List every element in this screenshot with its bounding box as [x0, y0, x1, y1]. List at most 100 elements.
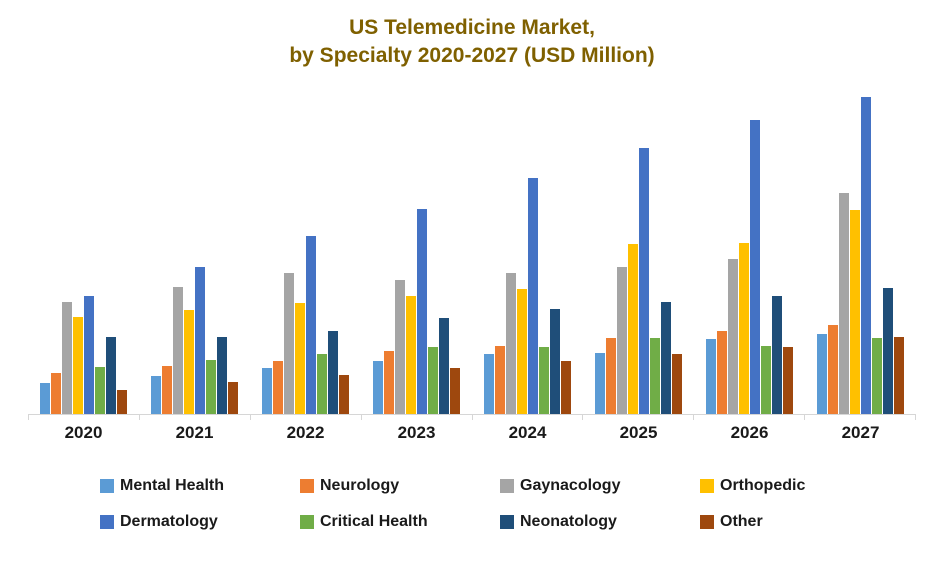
bar-orthopedic-2024	[517, 288, 527, 414]
bar-orthopedic-2023	[406, 295, 416, 414]
legend-item-mental-health: Mental Health	[72, 477, 272, 495]
bar-neurology-2021	[162, 366, 172, 414]
legend-swatch-critical-health	[300, 514, 314, 529]
x-axis-tick	[805, 414, 916, 420]
bar-neonatology-2023	[439, 317, 449, 414]
x-axis-label-2021: 2021	[175, 422, 214, 442]
x-axis-tick	[473, 414, 584, 420]
x-axis-label-2020: 2020	[64, 422, 103, 442]
bar-neurology-2022	[273, 361, 283, 414]
legend-swatch-orthopedic	[700, 478, 714, 493]
x-axis-tick	[140, 414, 251, 420]
bar-mental-health-2021	[151, 375, 161, 414]
legend-label-orthopedic: Orthopedic	[720, 476, 806, 494]
legend-label-neonatology: Neonatology	[520, 512, 617, 530]
legend-swatch-mental-health	[100, 478, 114, 493]
bar-gaynacology-2020	[62, 302, 72, 414]
bar-gaynacology-2025	[617, 266, 627, 414]
bar-group-2027	[817, 85, 904, 414]
x-axis-label-2022: 2022	[286, 422, 325, 442]
bar-orthopedic-2025	[628, 244, 638, 414]
bar-neonatology-2026	[772, 295, 782, 414]
bar-neurology-2026	[717, 331, 727, 414]
bar-gaynacology-2022	[284, 273, 294, 414]
bar-critical-health-2025	[650, 338, 660, 414]
bar-group-2025	[595, 85, 682, 414]
bar-dermatology-2020	[84, 295, 94, 414]
x-axis-label-2023: 2023	[397, 422, 436, 442]
legend-swatch-gaynacology	[500, 478, 514, 493]
bar-neonatology-2027	[883, 287, 893, 414]
bar-orthopedic-2027	[850, 210, 860, 414]
legend-item-gaynacology: Gaynacology	[472, 477, 672, 495]
bar-other-2022	[339, 374, 349, 414]
legend-label-other: Other	[720, 512, 763, 530]
bar-group-2023	[373, 85, 460, 414]
legend-item-other: Other	[672, 513, 872, 531]
bar-dermatology-2024	[528, 177, 538, 414]
chart-legend: Mental Health Neurology Gaynacology Orthope…	[24, 477, 920, 531]
legend-label-gaynacology: Gaynacology	[520, 476, 621, 494]
legend-item-neurology: Neurology	[272, 477, 472, 495]
bar-neurology-2020	[51, 373, 61, 414]
bar-critical-health-2022	[317, 353, 327, 414]
bar-mental-health-2020	[40, 382, 50, 414]
bar-mental-health-2026	[706, 339, 716, 414]
plot-area	[28, 85, 916, 415]
bar-orthopedic-2021	[184, 310, 194, 414]
chart-title-line2: by Specialty 2020-2027 (USD Million)	[289, 44, 655, 68]
bar-group-2020	[40, 85, 127, 414]
bar-neonatology-2025	[661, 302, 671, 414]
bar-neurology-2024	[495, 345, 505, 414]
x-axis-tick	[28, 414, 140, 420]
bar-other-2027	[894, 337, 904, 414]
bar-critical-health-2020	[95, 367, 105, 414]
legend-item-neonatology: Neonatology	[472, 513, 672, 531]
bar-neurology-2023	[384, 350, 394, 414]
bar-group-2021	[151, 85, 238, 414]
legend-swatch-other	[700, 514, 714, 529]
bar-dermatology-2026	[750, 119, 760, 414]
bar-other-2025	[672, 353, 682, 414]
legend-swatch-neurology	[300, 478, 314, 493]
bar-other-2023	[450, 368, 460, 414]
bar-mental-health-2025	[595, 352, 605, 414]
bar-dermatology-2021	[195, 266, 205, 414]
legend-swatch-dermatology	[100, 514, 114, 529]
bar-critical-health-2027	[872, 338, 882, 414]
x-axis-tick	[251, 414, 362, 420]
plot-wrapper: 2020 2021 2022 2023 2024 2025 2026 2027	[24, 85, 920, 443]
x-axis-label-2026: 2026	[730, 422, 769, 442]
legend-label-neurology: Neurology	[320, 476, 400, 494]
bar-dermatology-2027	[861, 97, 871, 414]
bar-gaynacology-2027	[839, 193, 849, 414]
bar-other-2020	[117, 389, 127, 414]
bar-other-2021	[228, 381, 238, 414]
x-axis-label-2027: 2027	[841, 422, 880, 442]
bar-neonatology-2024	[550, 309, 560, 414]
x-axis-ticks	[28, 414, 916, 420]
legend-item-critical-health: Critical Health	[272, 513, 472, 531]
bar-gaynacology-2024	[506, 273, 516, 414]
bar-dermatology-2022	[306, 235, 316, 414]
bar-orthopedic-2022	[295, 303, 305, 414]
bar-group-2022	[262, 85, 349, 414]
bar-group-2026	[706, 85, 793, 414]
bar-dermatology-2023	[417, 208, 427, 414]
bar-neonatology-2021	[217, 337, 227, 414]
chart-title: US Telemedicine Market, by Specialty 202…	[24, 14, 920, 71]
bar-critical-health-2026	[761, 345, 771, 414]
bar-orthopedic-2020	[73, 316, 83, 414]
bar-orthopedic-2026	[739, 243, 749, 414]
bar-gaynacology-2026	[728, 258, 738, 414]
bar-dermatology-2025	[639, 147, 649, 414]
legend-label-dermatology: Dermatology	[120, 512, 218, 530]
bar-mental-health-2022	[262, 368, 272, 414]
bar-mental-health-2023	[373, 361, 383, 414]
legend-label-mental-health: Mental Health	[120, 476, 225, 494]
bar-mental-health-2024	[484, 353, 494, 414]
bar-neurology-2027	[828, 324, 838, 414]
bar-other-2024	[561, 361, 571, 414]
legend-label-critical-health: Critical Health	[320, 512, 428, 530]
